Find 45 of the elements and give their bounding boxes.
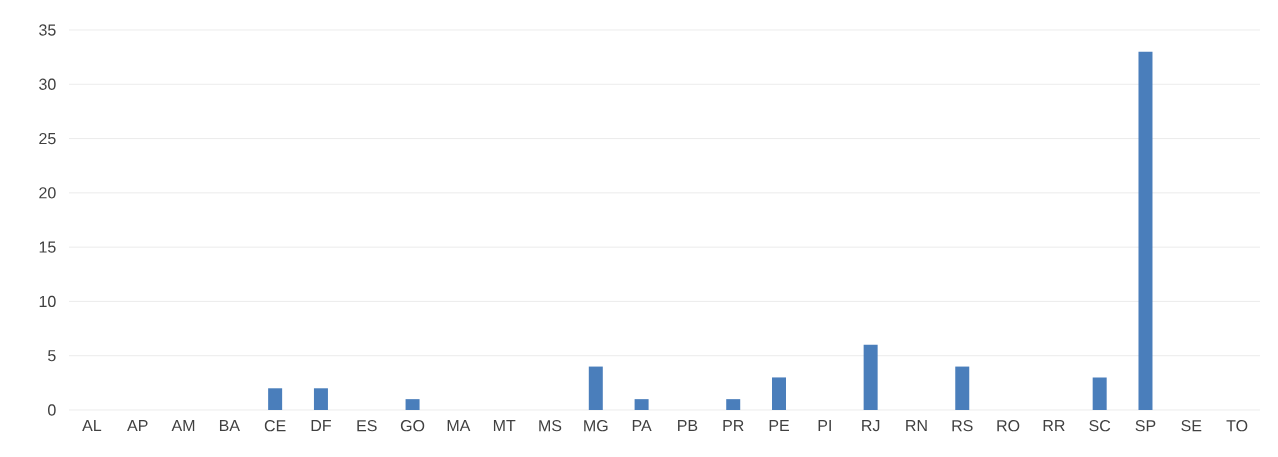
bar (772, 377, 787, 410)
x-tick-label: PE (769, 420, 789, 432)
x-tick-label: MS (539, 420, 562, 432)
bar (863, 344, 878, 410)
bar (726, 399, 741, 410)
x-tick-label: PR (723, 420, 744, 432)
x-tick-label: DF (311, 420, 331, 432)
y-tick-label: 30 (39, 78, 56, 90)
y-tick-label: 15 (39, 241, 56, 253)
y-tick-label: 10 (39, 295, 56, 308)
bar (268, 388, 283, 410)
x-tick-label: MT (493, 420, 516, 432)
x-tick-label: AP (127, 420, 148, 432)
bar (313, 388, 328, 410)
x-tick-label: MA (447, 420, 471, 432)
x-tick-label: SP (1135, 420, 1156, 432)
x-tick-label: CE (264, 420, 286, 432)
x-tick-label: RJ (862, 420, 880, 432)
bar (1092, 377, 1107, 410)
y-tick-label: 35 (39, 24, 56, 36)
x-tick-label: AM (171, 420, 195, 432)
bar (1138, 51, 1153, 410)
bar (634, 399, 649, 410)
x-tick-label: RR (1043, 420, 1065, 432)
y-tick-label: 0 (48, 404, 56, 416)
y-tick-label: 25 (39, 132, 56, 145)
x-tick-label: TO (1226, 420, 1248, 432)
x-tick-label: GO (400, 420, 425, 432)
x-tick-label: PA (632, 420, 652, 432)
x-tick-label: SE (1181, 420, 1202, 432)
y-tick-label: 5 (48, 350, 56, 362)
x-tick-label: RO (997, 420, 1020, 432)
x-tick-label: MG (584, 420, 608, 432)
x-tick-label: PB (678, 420, 698, 432)
x-tick-label: BA (219, 420, 240, 432)
x-tick-label: ES (357, 420, 377, 432)
bar (588, 366, 603, 410)
x-tick-label: AL (82, 420, 102, 432)
x-tick-label: PI (818, 420, 831, 432)
bar (405, 399, 420, 410)
y-tick-label: 20 (39, 187, 56, 199)
x-tick-label: RS (952, 420, 973, 432)
x-tick-label: RN (906, 420, 927, 432)
x-tick-label: SC (1089, 420, 1111, 432)
bar (955, 366, 970, 410)
